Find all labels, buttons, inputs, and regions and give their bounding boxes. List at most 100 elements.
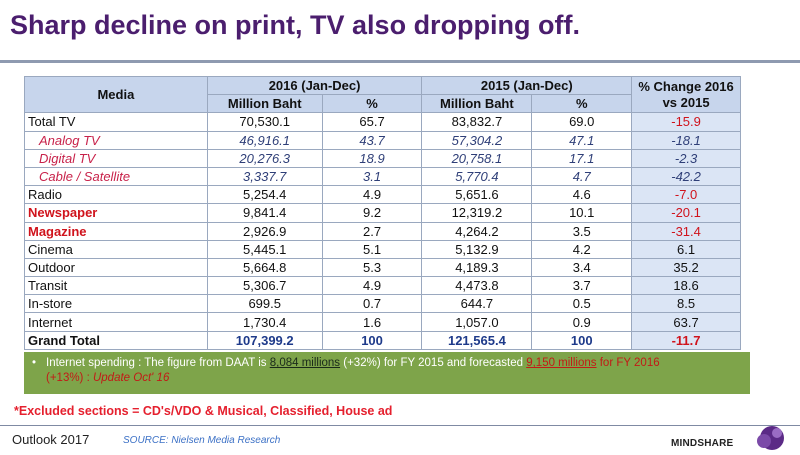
pct-2016-cell: 0.7	[321, 294, 423, 314]
media-cell: In-store	[24, 294, 208, 314]
footer-source: SOURCE: Nielsen Media Research	[123, 435, 281, 446]
million-2015-cell: 20,758.1	[421, 148, 533, 168]
mindshare-logo-icon	[757, 426, 784, 450]
note-bullet: •	[32, 357, 37, 369]
million-2015-cell: 4,189.3	[421, 257, 533, 278]
pct-2016-cell: 1.6	[321, 312, 423, 332]
note-text-d: (+13%) :	[46, 372, 93, 384]
million-2016-cell: 46,916.1	[206, 130, 323, 150]
change-cell: -20.1	[631, 203, 741, 223]
change-cell: 35.2	[631, 257, 741, 278]
pct-2015-cell: 47.1	[531, 130, 633, 150]
media-cell: Cinema	[24, 239, 208, 259]
change-cell: 63.7	[631, 312, 741, 332]
header-divider	[0, 60, 800, 63]
pct-2015-cell: 4.6	[531, 185, 633, 205]
million-2016-cell: 2,926.9	[206, 221, 323, 241]
media-cell: Digital TV	[24, 148, 208, 168]
media-cell: Internet	[24, 312, 208, 332]
pct-2015-cell: 69.0	[531, 112, 633, 132]
pct-2015-cell: 3.4	[531, 257, 633, 278]
note-text-c: for FY 2016	[596, 357, 660, 369]
note-update: Update Oct' 16	[92, 372, 170, 384]
change-cell: 18.6	[631, 276, 741, 296]
pct-2016-cell: 5.3	[321, 257, 423, 278]
pct-2016-cell: 9.2	[321, 203, 423, 223]
million-2016-cell: 3,337.7	[206, 166, 323, 187]
pct-2016-cell: 100	[321, 330, 423, 350]
million-2015-cell: 5,770.4	[421, 166, 533, 187]
million-2016-cell: 699.5	[206, 294, 323, 314]
footer-divider	[0, 425, 800, 426]
pct-2016-cell: 3.1	[321, 166, 423, 187]
pct-2015-header: %	[531, 94, 633, 114]
media-cell: Transit	[24, 276, 208, 296]
table-row: Internet 1,730.4 1.6 1,057.0 0.9 63.7	[24, 312, 741, 332]
million-2016-cell: 9,841.4	[206, 203, 323, 223]
million-2015-cell: 121,565.4	[421, 330, 533, 350]
pct-2015-cell: 10.1	[531, 203, 633, 223]
pct-2015-cell: 17.1	[531, 148, 633, 168]
media-cell: Radio	[24, 185, 208, 205]
table-row: Total TV 70,530.1 65.7 83,832.7 69.0 -15.9	[24, 112, 741, 132]
million-2016-cell: 20,276.3	[206, 148, 323, 168]
million-2015-cell: 644.7	[421, 294, 533, 314]
pct-2015-cell: 0.9	[531, 312, 633, 332]
table-row: Cable / Satellite 3,337.7 3.1 5,770.4 4.7 -42…	[24, 166, 741, 187]
pct-2016-cell: 43.7	[321, 130, 423, 150]
brand-name: MINDSHARE	[671, 438, 734, 449]
table-row: Outdoor 5,664.8 5.3 4,189.3 3.4 35.2	[24, 257, 741, 278]
excluded-sections-note: *Excluded sections = CD's/VDO & Musical,…	[14, 404, 393, 418]
change-cell: 6.1	[631, 239, 741, 259]
note-text-b: (+32%) for FY 2015 and forecasted	[340, 357, 527, 369]
million-baht-2016-header: Million Baht	[206, 94, 323, 114]
media-cell: Grand Total	[24, 330, 208, 350]
media-cell: Magazine	[24, 221, 208, 241]
internet-note-box: • Internet spending : The figure from DAA…	[24, 352, 750, 394]
million-2016-cell: 5,664.8	[206, 257, 323, 278]
table-row: Digital TV 20,276.3 18.9 20,758.1 17.1 -2.3	[24, 148, 741, 168]
note-daat-figure: 8,084 millions	[269, 357, 341, 369]
year-2016-header: 2016 (Jan-Dec)	[206, 75, 423, 96]
pct-2015-cell: 4.2	[531, 239, 633, 259]
footer-outlook: Outlook 2017	[12, 432, 90, 447]
change-cell: -31.4	[631, 221, 741, 241]
million-2015-cell: 83,832.7	[421, 112, 533, 132]
million-2016-cell: 5,254.4	[206, 185, 323, 205]
million-2015-cell: 4,264.2	[421, 221, 533, 241]
million-2016-cell: 5,445.1	[206, 239, 323, 259]
table-row: Analog TV 46,916.1 43.7 57,304.2 47.1 -18.1	[24, 130, 741, 150]
table-row: Newspaper 9,841.4 9.2 12,319.2 10.1 -20.1	[24, 203, 741, 223]
table-row: Radio 5,254.4 4.9 5,651.6 4.6 -7.0	[24, 185, 741, 205]
pct-2016-cell: 18.9	[321, 148, 423, 168]
million-baht-2015-header: Million Baht	[421, 94, 533, 114]
million-2015-cell: 5,132.9	[421, 239, 533, 259]
million-2015-cell: 12,319.2	[421, 203, 533, 223]
year-2015-header: 2015 (Jan-Dec)	[421, 75, 633, 96]
pct-2015-cell: 0.5	[531, 294, 633, 314]
media-cell: Outdoor	[24, 257, 208, 278]
table-row: Magazine 2,926.9 2.7 4,264.2 3.5 -31.4	[24, 221, 741, 241]
note-text-a: Internet spending : The figure from DAAT…	[46, 357, 270, 369]
table-row: Transit 5,306.7 4.9 4,473.8 3.7 18.6	[24, 276, 741, 296]
media-header: Media	[24, 75, 208, 114]
pct-2016-cell: 4.9	[321, 185, 423, 205]
media-spend-table: Media 2016 (Jan-Dec) 2015 (Jan-Dec) % Ch…	[24, 75, 741, 350]
pct-2015-cell: 100	[531, 330, 633, 350]
million-2015-cell: 57,304.2	[421, 130, 533, 150]
million-2016-cell: 107,399.2	[206, 330, 323, 350]
pct-2015-cell: 3.5	[531, 221, 633, 241]
change-cell: -2.3	[631, 148, 741, 168]
table-row: Cinema 5,445.1 5.1 5,132.9 4.2 6.1	[24, 239, 741, 259]
change-cell: -42.2	[631, 166, 741, 187]
table-row: Grand Total 107,399.2 100 121,565.4 100 -11.7	[24, 330, 741, 350]
change-cell: 8.5	[631, 294, 741, 314]
media-cell: Total TV	[24, 112, 208, 132]
pct-2016-cell: 2.7	[321, 221, 423, 241]
media-cell: Cable / Satellite	[24, 166, 208, 187]
media-cell: Analog TV	[24, 130, 208, 150]
table-body: Total TV 70,530.1 65.7 83,832.7 69.0 -15.9 Ana…	[24, 112, 741, 350]
change-cell: -7.0	[631, 185, 741, 205]
million-2015-cell: 5,651.6	[421, 185, 533, 205]
note-forecast-figure: 9,150 millions	[526, 357, 597, 369]
